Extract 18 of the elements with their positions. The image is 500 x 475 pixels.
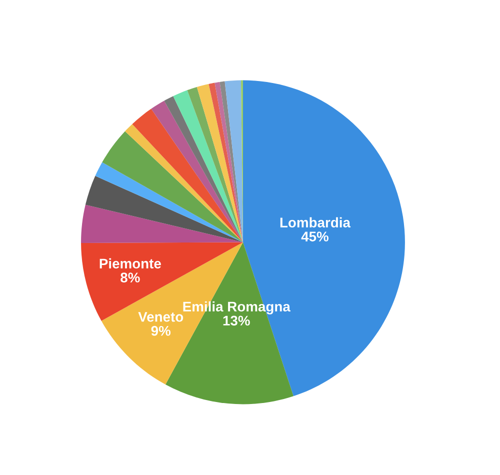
pie-slice (196, 84, 243, 242)
data-label: 13% (223, 316, 250, 326)
pie-slice (224, 80, 243, 242)
slice-label: Piemonte (100, 258, 161, 269)
data-label: 8% (120, 272, 140, 282)
slice-label: Lombardia (280, 217, 351, 228)
pie-slice (85, 176, 243, 242)
pie-slice (187, 86, 243, 242)
pie-slice (95, 162, 243, 242)
pie-slice (132, 108, 243, 242)
pie-slice (81, 204, 243, 244)
pie-slice (220, 81, 243, 242)
pie-slice (151, 100, 243, 242)
data-label: 45% (301, 232, 329, 242)
pie-slice (214, 82, 243, 242)
pie-slice (102, 131, 243, 242)
data-label: 9% (151, 326, 171, 336)
slice-label: Veneto (138, 312, 184, 322)
